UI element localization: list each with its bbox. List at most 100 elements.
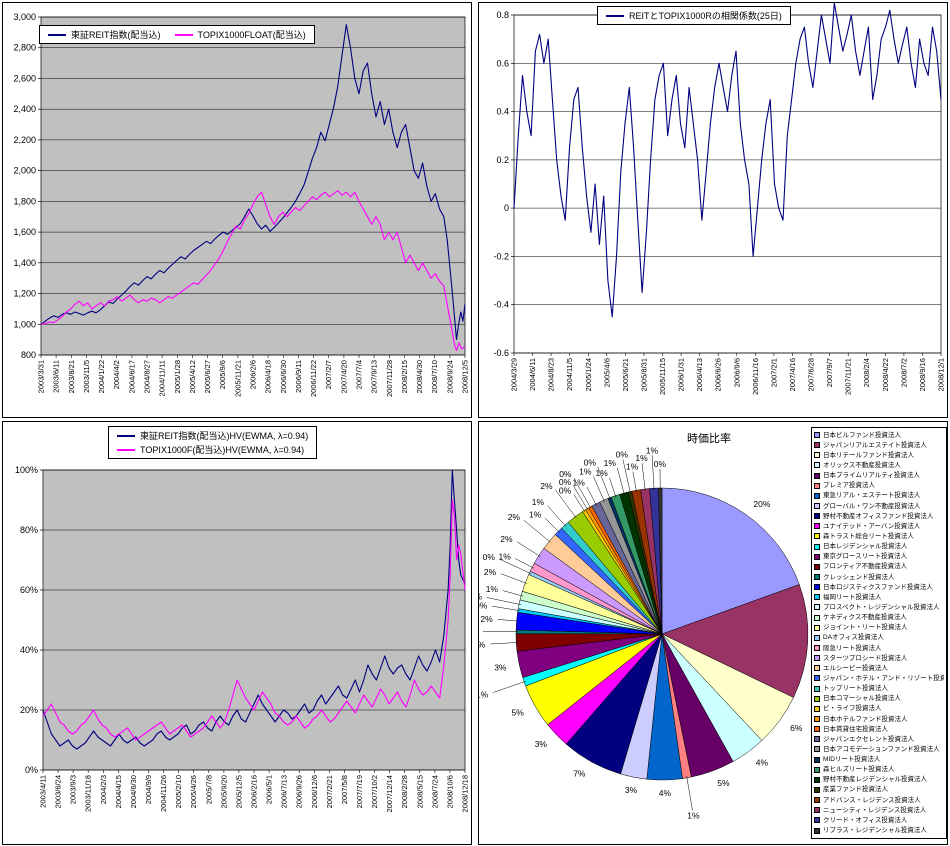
svg-text:80%: 80% [20, 525, 38, 535]
legend-label: TOPIX1000F(配当込)HV(EWMA, λ=0.94) [140, 445, 305, 455]
svg-text:2007/11/21: 2007/11/21 [844, 358, 853, 395]
volatility-line-chart[interactable]: 100% 80% 60% 40% 20% 0% 2003/4/11 2003/6/24 2003… [2, 421, 472, 845]
legend-swatch-icon [814, 685, 820, 692]
pie-legend-item: 日本ホテルファンド投資法人 [814, 715, 944, 724]
legend-swatch-icon [814, 797, 820, 804]
pie-legend-label: オリックス不動産投資法人 [823, 461, 901, 469]
pie-title: 時価比率 [687, 433, 731, 445]
svg-text:2003/8/21: 2003/8/21 [67, 360, 76, 393]
svg-text:2008/2/4: 2008/2/4 [862, 358, 871, 387]
pie-legend-item: グローバル・ワン不動産投資法人 [814, 502, 944, 511]
svg-text:2006/2/6: 2006/2/6 [249, 360, 258, 389]
pie-legend-label: 日本アコモデーションファンド投資法人 [823, 745, 940, 753]
pie-legend-label: 日本コマーシャル投資法人 [823, 695, 901, 703]
svg-text:2008/7/10: 2008/7/10 [430, 360, 439, 393]
legend-swatch-icon [814, 574, 820, 581]
svg-text:2006/5/1: 2006/5/1 [265, 775, 274, 804]
svg-text:2007/2/21: 2007/2/21 [325, 775, 334, 808]
svg-text:1,200: 1,200 [13, 289, 36, 299]
svg-text:2,800: 2,800 [13, 43, 36, 53]
svg-text:3%: 3% [625, 785, 638, 795]
svg-text:2007/2/7: 2007/2/7 [324, 360, 333, 389]
legend-entry: 東証REIT指数(配当込) [48, 28, 161, 41]
legend-swatch-icon [814, 472, 820, 479]
svg-text:40%: 40% [20, 645, 38, 655]
pie-legend-label: MIDリート投資法人 [823, 756, 881, 764]
legend-swatch-icon [814, 543, 820, 550]
legend-line-sample-icon [48, 33, 66, 36]
svg-text:2008/4/30: 2008/4/30 [415, 360, 424, 393]
pie-legend-label: 東急リアル・エステート投資法人 [823, 492, 921, 500]
svg-text:3,000: 3,000 [13, 12, 36, 22]
svg-text:1%: 1% [573, 478, 586, 488]
market-cap-pie-chart[interactable]: 20%13%6%4%5%1%4%3%7%3%5%1%3%2%0%2%0%1%1%… [478, 421, 948, 845]
pie-legend-label: 日本レジデンシャル投資法人 [823, 543, 908, 551]
legend-swatch-icon [814, 634, 820, 641]
pie-legend-label: 阪急リート投資法人 [823, 644, 882, 652]
svg-text:2005/4/26: 2005/4/26 [189, 775, 198, 808]
legend-swatch-icon [814, 807, 820, 814]
svg-text:2004/2/3: 2004/2/3 [99, 775, 108, 804]
pie-legend-label: ジャパンエクセレント投資法人 [823, 735, 914, 743]
svg-text:2005/6/21: 2005/6/21 [621, 358, 630, 391]
pie-legend-item: 森トラスト総合リート投資法人 [814, 532, 944, 541]
svg-text:2008/10/6: 2008/10/6 [445, 775, 454, 808]
svg-text:1%: 1% [532, 497, 545, 507]
svg-text:2004/6/11: 2004/6/11 [528, 358, 537, 391]
svg-text:6%: 6% [790, 723, 803, 733]
svg-text:2008/9/16: 2008/9/16 [918, 358, 927, 391]
svg-text:2007/2/1: 2007/2/1 [769, 358, 778, 387]
svg-text:-0.6: -0.6 [493, 348, 509, 358]
pie-legend-item: 日本コマーシャル投資法人 [814, 694, 944, 703]
legend-swatch-icon [814, 442, 820, 449]
legend-label: TOPIX1000FLOAT(配当込) [197, 30, 306, 40]
pie-legend-item: オリックス不動産投資法人 [814, 461, 944, 470]
pie-legend-item: ユナイテッド・アーバン投資法人 [814, 522, 944, 531]
svg-text:2%: 2% [484, 567, 497, 577]
svg-text:2003/4/11: 2003/4/11 [39, 775, 48, 808]
pie-legend-label: ジョイント・リート投資法人 [823, 624, 908, 632]
legend-entry: TOPIX1000FLOAT(配当込) [174, 28, 306, 41]
pie-legend-label: 野村不動産オフィスファンド投資法人 [823, 512, 934, 520]
volatility-plot: 100% 80% 60% 40% 20% 0%2003/4/11 2003/6/24 2003… [15, 465, 470, 813]
pie-legend-item: トップリート投資法人 [814, 684, 944, 693]
pie-legend-item: スターツプロシード投資法人 [814, 654, 944, 663]
svg-text:0%: 0% [654, 459, 667, 469]
pie-legend-label: エルシーピー投資法人 [823, 664, 888, 672]
pie-legend-item: 東京グロースリート投資法人 [814, 552, 944, 561]
legend-swatch-icon [814, 746, 820, 753]
reit-index-line-chart[interactable]: 3,000 2,800 2,600 2,400 2,200 2,000 1,800 1,600… [2, 2, 472, 418]
pie-legend-item: リプラス・レジデンシャル投資法人 [814, 826, 944, 835]
legend-swatch-icon [814, 655, 820, 662]
svg-text:1,600: 1,600 [13, 227, 36, 237]
svg-text:1%: 1% [479, 592, 482, 602]
correlation-line-chart[interactable]: 0.8 0.6 0.4 0.2 0 -0.2 -0.4 -0.6 2004/3/29 2004/6… [478, 2, 948, 418]
legend-swatch-icon [814, 776, 820, 783]
pie-legend-item: ジャパンリアルエステイト投資法人 [814, 441, 944, 450]
svg-text:2008/7/2: 2008/7/2 [899, 358, 908, 387]
legend-swatch-icon [814, 786, 820, 793]
svg-text:2007/4/20: 2007/4/20 [339, 360, 348, 393]
pie-legend-item: 東急リアル・エステート投資法人 [814, 491, 944, 500]
pie-legend-label: ジャパン・ホテル・アンド・リゾート投資法人 [823, 674, 944, 682]
svg-text:0%: 0% [483, 552, 496, 562]
svg-text:1%: 1% [626, 462, 639, 472]
pie-legend-label: プレミア投資法人 [823, 482, 875, 490]
pie-legend-label: 日本リテールファンド投資法人 [823, 451, 914, 459]
svg-text:2006/9/26: 2006/9/26 [295, 775, 304, 808]
pie-legend-label: アドバンス・レジデンス投資法人 [823, 796, 921, 804]
pie-legend-label: 野村不動産レジデンシャル投資法人 [823, 776, 927, 784]
pie-legend-label: 日本ビルファンド投資法人 [823, 431, 901, 439]
pie-legend-item: ニューシティ・レジデンス投資法人 [814, 806, 944, 815]
pie-legend-item: 野村不動産オフィスファンド投資法人 [814, 512, 944, 521]
svg-text:2%: 2% [479, 639, 486, 649]
legend-swatch-icon [814, 553, 820, 560]
legend-swatch-icon [814, 523, 820, 530]
svg-text:2006/6/26: 2006/6/26 [714, 358, 723, 391]
svg-text:60%: 60% [20, 585, 38, 595]
legend-swatch-icon [814, 604, 820, 611]
svg-text:2006/9/11: 2006/9/11 [294, 360, 303, 393]
svg-text:2008/12/18: 2008/12/18 [461, 775, 470, 813]
pie-legend-label: 森トラスト総合リート投資法人 [823, 532, 914, 540]
